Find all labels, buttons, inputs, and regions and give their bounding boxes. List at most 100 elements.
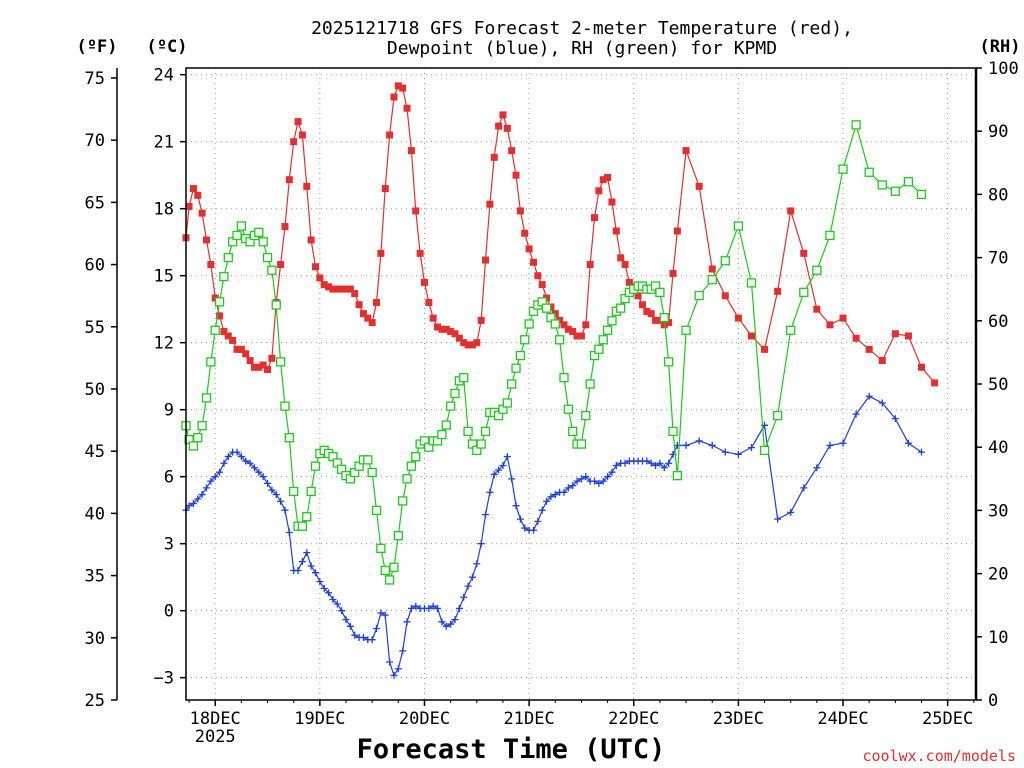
- dewpoint-point: [508, 475, 516, 483]
- temperature-point: [708, 265, 716, 273]
- rh-point: [267, 265, 277, 275]
- rh-point: [507, 379, 517, 389]
- dewpoint-point: [468, 573, 476, 581]
- tick-label-rh: 40: [988, 438, 1008, 458]
- dewpoint-point: [425, 604, 433, 612]
- rh-point: [445, 401, 456, 411]
- temperature-point: [774, 287, 782, 295]
- dewpoint-point: [543, 497, 551, 505]
- dewpoint-point: [599, 477, 607, 485]
- temperature-point: [368, 319, 376, 327]
- tick-label-day: 23DEC: [713, 709, 764, 729]
- dewpoint-point: [591, 477, 599, 485]
- temperature-point: [290, 138, 298, 146]
- rh-point: [437, 429, 447, 440]
- temperature-point: [434, 323, 442, 331]
- temperature-point: [508, 147, 516, 155]
- temperature-point: [198, 209, 206, 217]
- temperature-point: [538, 281, 546, 289]
- dewpoint-point: [442, 622, 450, 630]
- rh-point: [284, 433, 294, 443]
- rh-point: [554, 335, 565, 345]
- tick-label-rh: 0: [988, 691, 998, 711]
- rh-point: [694, 290, 704, 301]
- temperature-point: [233, 345, 241, 353]
- temperature-point: [216, 312, 224, 320]
- dewpoint-point: [307, 562, 315, 570]
- dewpoint-point: [394, 665, 402, 673]
- rh-point: [877, 180, 887, 190]
- rh-point: [302, 512, 312, 522]
- tick-label-fahrenheit: 25: [85, 691, 105, 711]
- dewpoint-point: [490, 470, 498, 478]
- temperature-point: [320, 281, 328, 289]
- temperature-point: [307, 236, 315, 244]
- temperature-point: [878, 357, 886, 365]
- tick-label-rh: 70: [988, 249, 1008, 269]
- temperature-point: [695, 182, 703, 190]
- rh-point: [223, 252, 233, 263]
- rh-point: [459, 373, 469, 383]
- temperature-point: [595, 187, 603, 195]
- tick-label-year: 2025: [195, 727, 236, 747]
- dewpoint-point: [198, 491, 206, 499]
- temperature-point: [390, 93, 398, 101]
- temperature-point: [316, 274, 324, 282]
- fahrenheit-axis-label: (ºF): [77, 37, 118, 57]
- dewpoint-point: [503, 453, 511, 461]
- temperature-point: [460, 339, 468, 347]
- rh-point: [585, 379, 595, 389]
- tick-label-fahrenheit: 45: [85, 442, 105, 462]
- rh-point: [616, 303, 626, 313]
- tick-label-celsius: 6: [164, 468, 174, 488]
- temperature-point: [268, 354, 276, 362]
- temperature-point: [673, 227, 681, 235]
- rh-point: [411, 452, 421, 462]
- dewpoint-point: [800, 484, 808, 492]
- temperature-point: [582, 321, 590, 329]
- dewpoint-point: [608, 468, 616, 476]
- rh-point: [672, 470, 683, 481]
- dewpoint-point: [486, 488, 494, 496]
- tick-label-day: 22DEC: [608, 709, 659, 729]
- temperature-point: [521, 229, 529, 237]
- dewpoint-point: [564, 484, 572, 492]
- rh-point: [214, 297, 225, 307]
- dewpoint-point: [656, 459, 664, 467]
- tick-label-celsius: 3: [164, 535, 174, 555]
- dewpoint-point: [573, 477, 581, 485]
- temperature-point: [447, 328, 455, 336]
- temperature-point: [652, 316, 660, 324]
- dewpoint-point: [547, 493, 555, 501]
- rh-point: [406, 461, 417, 471]
- rh-point: [825, 230, 835, 241]
- dewpoint-point: [377, 609, 385, 617]
- dewpoint-point: [747, 444, 755, 452]
- rh-point: [384, 575, 395, 585]
- dewpoint-point: [277, 497, 285, 505]
- dewpoint-point: [211, 473, 219, 481]
- dewpoint-point: [329, 596, 337, 604]
- rh-point: [197, 421, 207, 431]
- dewpoint-point: [338, 607, 346, 615]
- temperature-point: [468, 341, 476, 349]
- rh-point: [520, 335, 530, 345]
- temperature-point: [373, 298, 381, 306]
- dewpoint-point: [904, 439, 912, 447]
- temperature-point: [394, 82, 402, 90]
- temperature-point: [482, 256, 490, 264]
- rh-point: [476, 439, 486, 449]
- rh-point: [903, 177, 914, 187]
- chart-title-line-2: Dewpoint (blue), RH (green) for KPMD: [387, 38, 777, 59]
- dewpoint-point: [665, 459, 673, 467]
- temperature-point: [660, 321, 668, 329]
- temperature-point: [399, 84, 407, 92]
- temperature-point: [189, 185, 197, 193]
- temperature-point: [608, 198, 616, 206]
- dewpoint-point: [577, 475, 585, 483]
- dewpoint-point: [708, 441, 716, 449]
- dewpoint-point: [826, 441, 834, 449]
- tick-label-celsius: 15: [154, 267, 174, 287]
- temperature-point: [277, 261, 285, 269]
- temperature-point: [224, 332, 232, 340]
